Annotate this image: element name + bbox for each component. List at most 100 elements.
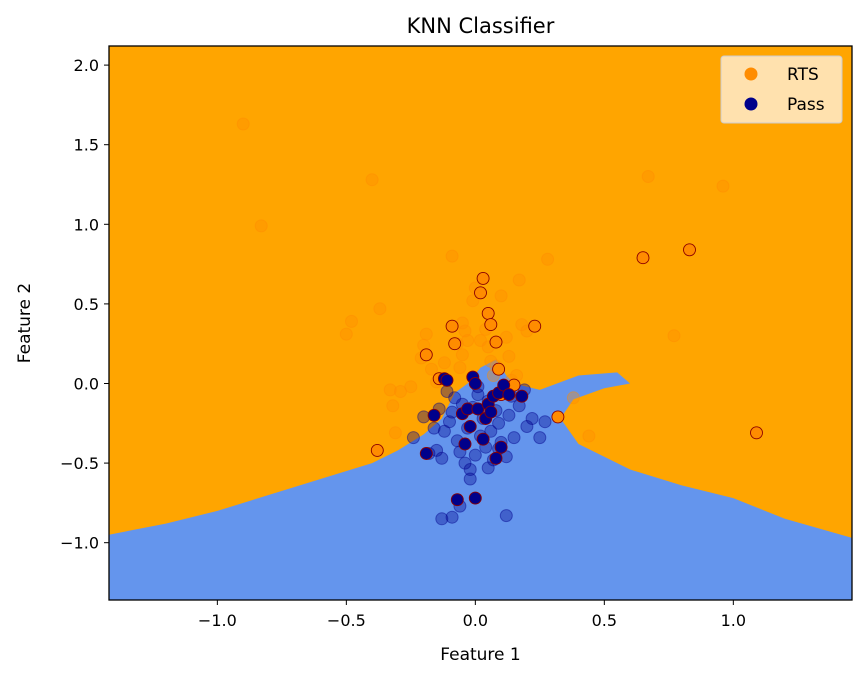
- chart-title: KNN Classifier: [407, 14, 555, 38]
- pass-test-point: [484, 405, 498, 419]
- rts-test-point: [636, 251, 650, 265]
- pass-train-point: [463, 463, 477, 476]
- rts-test-point: [683, 243, 696, 257]
- rts-train-point: [394, 385, 407, 398]
- rts-train-point: [566, 391, 580, 405]
- pass-test-point: [489, 451, 503, 465]
- y-axis-label: Feature 2: [15, 283, 35, 363]
- rts-train-point: [716, 179, 730, 193]
- rts-train-point: [541, 252, 555, 266]
- y-tick-label: −1.0: [60, 534, 99, 553]
- pass-test-point: [440, 373, 454, 387]
- pass-train-point: [427, 421, 441, 435]
- rts-test-point: [489, 335, 503, 349]
- pass-train-point: [492, 416, 506, 430]
- pass-test-point: [476, 432, 490, 446]
- rts-train-point: [437, 356, 451, 370]
- y-tick-label: 0.5: [74, 295, 99, 314]
- pass-train-point: [448, 391, 462, 405]
- pass-train-point: [458, 456, 472, 470]
- rts-train-point: [404, 380, 418, 394]
- pass-test-point: [468, 377, 482, 390]
- pass-decision-region: [109, 359, 852, 600]
- x-tick-label: 1.0: [721, 611, 746, 630]
- pass-test-point: [502, 388, 516, 402]
- rts-train-point: [345, 314, 358, 328]
- rts-train-point: [512, 273, 526, 287]
- pass-train-point: [406, 431, 420, 445]
- chart-legend: RTS Pass: [720, 55, 843, 124]
- legend-label-rts: RTS: [787, 65, 819, 85]
- pass-train-point: [484, 424, 498, 438]
- x-tick-label: −0.5: [327, 611, 366, 630]
- rts-test-point: [528, 319, 542, 333]
- x-tick-label: 0.0: [463, 611, 488, 630]
- pass-train-point: [499, 509, 513, 523]
- legend-label-pass: Pass: [787, 95, 825, 115]
- rts-test-point: [551, 410, 565, 424]
- pass-train-point: [481, 461, 495, 475]
- rts-train-point: [388, 426, 402, 440]
- scatter-points: [236, 117, 763, 526]
- pass-test-point: [419, 447, 433, 460]
- rts-train-point: [466, 294, 480, 308]
- rts-test-point: [448, 337, 462, 351]
- rts-test-point: [481, 306, 495, 320]
- rts-test-point: [476, 271, 490, 285]
- y-axis-ticks: −1.0 −0.5 0.0 0.5 1.0 1.5 2.0: [60, 56, 109, 553]
- rts-train-point: [484, 354, 498, 368]
- plot-frame: [108, 45, 853, 601]
- pass-train-point: [437, 424, 451, 438]
- rts-test-point: [445, 319, 459, 333]
- y-tick-label: −0.5: [60, 454, 99, 473]
- pass-train-point: [435, 512, 449, 526]
- pass-test-point: [515, 389, 529, 403]
- pass-train-point: [435, 451, 449, 465]
- rts-train-point: [373, 302, 387, 316]
- pass-train-point: [445, 510, 459, 524]
- rts-train-point: [453, 361, 467, 375]
- x-tick-label: −1.0: [198, 611, 237, 630]
- y-tick-label: 0.0: [74, 374, 99, 393]
- pass-train-point: [507, 431, 521, 445]
- rts-train-point: [494, 289, 508, 303]
- x-axis-ticks: −1.0 −0.5 0.0 0.5 1.0: [198, 600, 746, 630]
- pass-test-point: [463, 420, 477, 433]
- pass-test-point: [427, 408, 441, 422]
- rts-train-point: [445, 249, 459, 263]
- pass-train-point: [443, 415, 456, 429]
- rts-train-point: [383, 383, 397, 397]
- rts-test-point: [484, 318, 498, 332]
- rts-train-point: [667, 329, 681, 343]
- pass-train-point: [520, 420, 534, 433]
- rts-train-point: [461, 334, 475, 347]
- rts-train-point: [254, 219, 268, 233]
- pass-train-point: [502, 408, 516, 422]
- rts-train-point: [455, 348, 469, 362]
- legend-marker-rts: [744, 67, 758, 81]
- x-tick-label: 0.5: [592, 611, 617, 630]
- rts-train-point: [474, 334, 487, 347]
- rts-train-point: [339, 327, 353, 341]
- rts-train-point: [515, 318, 529, 332]
- legend-marker-pass: [744, 97, 758, 111]
- pass-train-point: [538, 415, 552, 429]
- rts-test-point: [750, 426, 763, 440]
- pass-train-point: [463, 472, 477, 486]
- rts-train-point: [502, 349, 516, 363]
- rts-train-point: [419, 327, 433, 341]
- pass-test-point: [458, 437, 472, 451]
- pass-test-point: [450, 493, 464, 507]
- pass-train-point: [468, 448, 482, 462]
- y-tick-label: 2.0: [74, 56, 99, 75]
- rts-train-point: [582, 429, 596, 443]
- y-tick-label: 1.0: [74, 215, 99, 234]
- rts-train-point: [641, 170, 655, 183]
- pass-train-point: [525, 412, 539, 425]
- rts-test-point: [474, 286, 487, 300]
- plot-area: [109, 46, 852, 600]
- rts-test-point: [370, 443, 384, 457]
- rts-test-point: [492, 362, 506, 376]
- rts-train-point: [365, 173, 379, 187]
